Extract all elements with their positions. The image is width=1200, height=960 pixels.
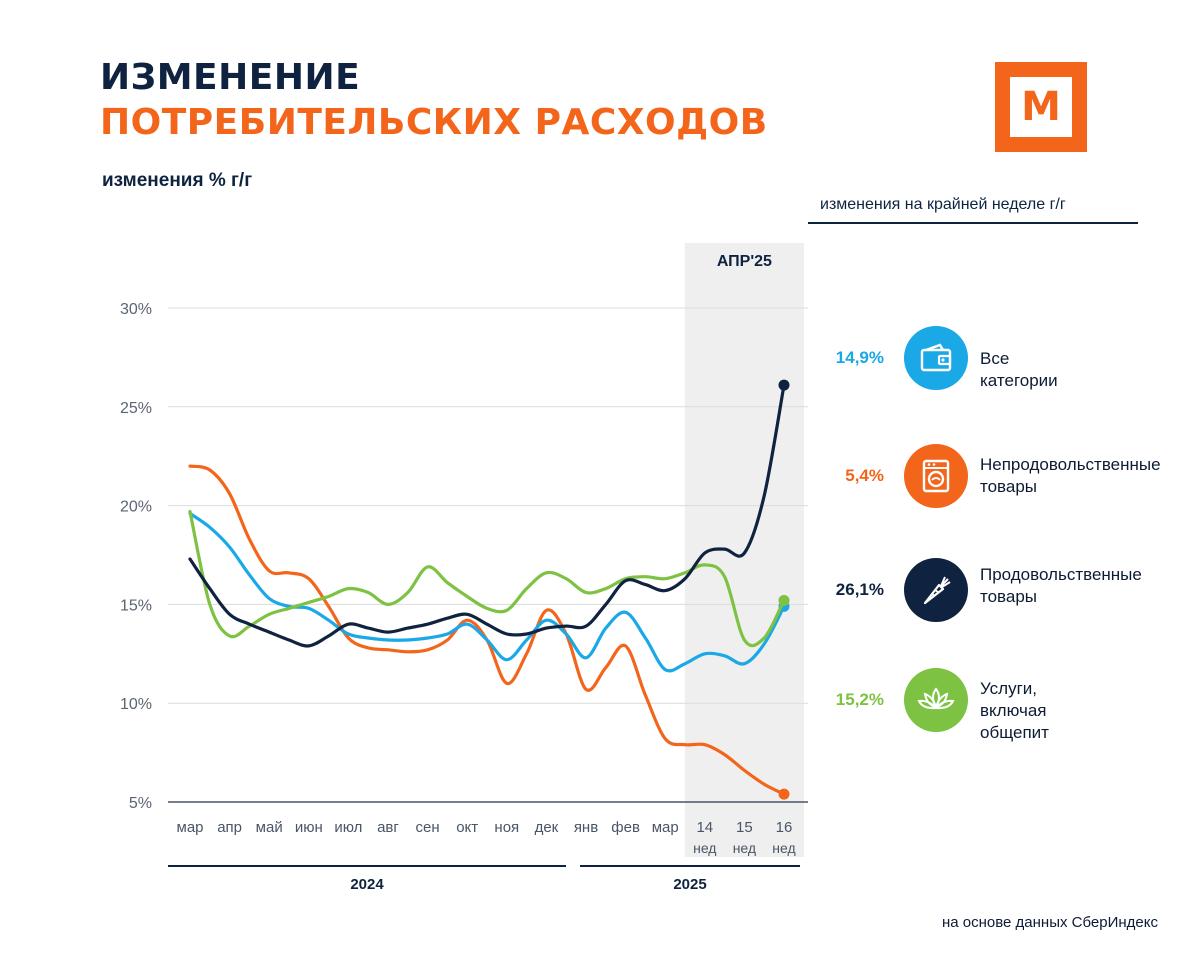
x-tick-sublabel: нед bbox=[772, 840, 795, 856]
legend-label-nonfood-line2: товары bbox=[980, 477, 1038, 496]
legend-label-all-line1: Все категории bbox=[980, 349, 1058, 390]
x-tick-label: 14 bbox=[696, 819, 713, 836]
y-tick-label: 30% bbox=[120, 301, 152, 318]
series-endpoint-2 bbox=[778, 379, 790, 391]
highlight-band bbox=[684, 243, 804, 857]
legend-label-food: Продовольственные товары bbox=[980, 564, 1142, 608]
brand-logo: М bbox=[995, 62, 1087, 152]
x-tick-label: сен bbox=[416, 819, 440, 836]
y-tick-label: 15% bbox=[120, 597, 152, 614]
legend-label-nonfood: Непродовольственные товары bbox=[980, 454, 1161, 498]
lotus-icon bbox=[904, 668, 968, 732]
legend-label-services-line1: Услуги, bbox=[980, 679, 1038, 698]
x-tick-label: июл bbox=[334, 819, 362, 836]
wallet-icon bbox=[904, 326, 968, 390]
x-tick-label: мар bbox=[177, 819, 204, 836]
x-tick-label: окт bbox=[456, 819, 478, 836]
legend-label-services-line2: включая общепит bbox=[980, 701, 1049, 742]
x-tick-label: мар bbox=[652, 819, 679, 836]
legend-value-all: 14,9% bbox=[835, 348, 884, 367]
title-line-1: ИЗМЕНЕНИЕ bbox=[100, 57, 361, 98]
carrot-icon bbox=[904, 558, 968, 622]
legend-value-services: 15,2% bbox=[835, 690, 884, 709]
x-tick-label: апр bbox=[217, 819, 242, 836]
series-endpoint-1 bbox=[778, 788, 790, 800]
year-label-2024: 2024 bbox=[350, 876, 384, 893]
legend-divider bbox=[808, 222, 1138, 224]
x-tick-label: янв bbox=[574, 819, 598, 836]
washing-machine-icon bbox=[904, 444, 968, 508]
series-line-0 bbox=[188, 511, 786, 673]
chart-subtitle: изменения % г/г bbox=[102, 170, 253, 191]
x-tick-label: июн bbox=[295, 819, 323, 836]
legend-label-food-line1: Продовольственные bbox=[980, 565, 1142, 584]
legend-label-services: Услуги, включая общепит bbox=[980, 678, 1049, 744]
series-endpoint-3 bbox=[778, 594, 790, 606]
legend-value-nonfood: 5,4% bbox=[845, 466, 884, 485]
x-tick-sublabel: нед bbox=[733, 840, 756, 856]
source-note: на основе данных СберИндекс bbox=[941, 914, 1158, 931]
title-line-2: ПОТРЕБИТЕЛЬСКИХ РАСХОДОВ bbox=[100, 102, 768, 143]
highlight-label: АПР'25 bbox=[717, 253, 772, 270]
series-line-2 bbox=[188, 383, 786, 648]
x-tick-sublabel: нед bbox=[693, 840, 716, 856]
y-tick-label: 20% bbox=[120, 499, 152, 516]
series-line-3 bbox=[188, 509, 786, 648]
brand-logo-letter: М bbox=[1010, 77, 1072, 137]
legend-label-all: Все категории bbox=[980, 348, 1058, 392]
y-tick-label: 5% bbox=[129, 795, 152, 812]
legend-label-nonfood-line1: Непродовольственные bbox=[980, 455, 1161, 474]
legend-label-food-line2: товары bbox=[980, 587, 1038, 606]
x-tick-label: авг bbox=[377, 819, 399, 836]
x-tick-label: 16 bbox=[776, 819, 793, 836]
legend-heading: изменения на крайней неделе г/г bbox=[820, 196, 1066, 213]
x-tick-label: ноя bbox=[494, 819, 519, 836]
x-tick-label: фев bbox=[611, 819, 640, 836]
y-tick-label: 25% bbox=[120, 400, 152, 417]
x-tick-label: май bbox=[256, 819, 283, 836]
chart-title: ИЗМЕНЕНИЕ ПОТРЕБИТЕЛЬСКИХ РАСХОДОВ bbox=[100, 56, 768, 146]
year-label-2025: 2025 bbox=[673, 876, 706, 893]
x-tick-label: дек bbox=[535, 819, 559, 836]
y-tick-label: 10% bbox=[120, 696, 152, 713]
x-tick-label: 15 bbox=[736, 819, 753, 836]
legend-value-food: 26,1% bbox=[835, 580, 884, 599]
